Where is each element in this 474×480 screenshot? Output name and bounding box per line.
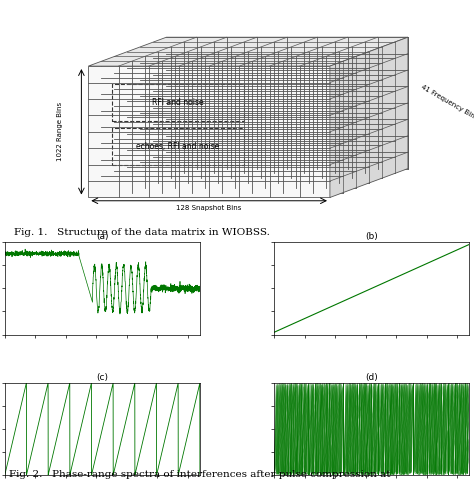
Bar — [140, 47, 382, 178]
Bar — [88, 66, 330, 197]
Bar — [128, 52, 369, 183]
Text: RFI and noise: RFI and noise — [152, 98, 204, 108]
Text: 1022 Range Bins: 1022 Range Bins — [57, 102, 64, 161]
Polygon shape — [330, 37, 408, 197]
Bar — [154, 42, 395, 173]
Polygon shape — [88, 37, 408, 66]
Text: 41 Frequency Bins: 41 Frequency Bins — [419, 84, 474, 121]
Text: Fig. 2.   Phase-range spectra of interferences after pulse compression at: Fig. 2. Phase-range spectra of interfere… — [9, 470, 391, 479]
Bar — [111, 128, 245, 165]
Bar — [114, 57, 356, 188]
Title: (c): (c) — [96, 373, 109, 382]
Title: (d): (d) — [365, 373, 378, 382]
Text: echoes, RFI and noise: echoes, RFI and noise — [137, 142, 219, 151]
Text: Fig. 1.   Structure of the data matrix in WIOBSS.: Fig. 1. Structure of the data matrix in … — [14, 228, 270, 238]
Text: 128 Snapshot Bins: 128 Snapshot Bins — [176, 205, 242, 211]
Bar — [101, 61, 343, 192]
Bar — [111, 84, 245, 121]
Title: (a): (a) — [96, 232, 109, 241]
Bar — [166, 37, 408, 168]
Title: (b): (b) — [365, 232, 378, 241]
